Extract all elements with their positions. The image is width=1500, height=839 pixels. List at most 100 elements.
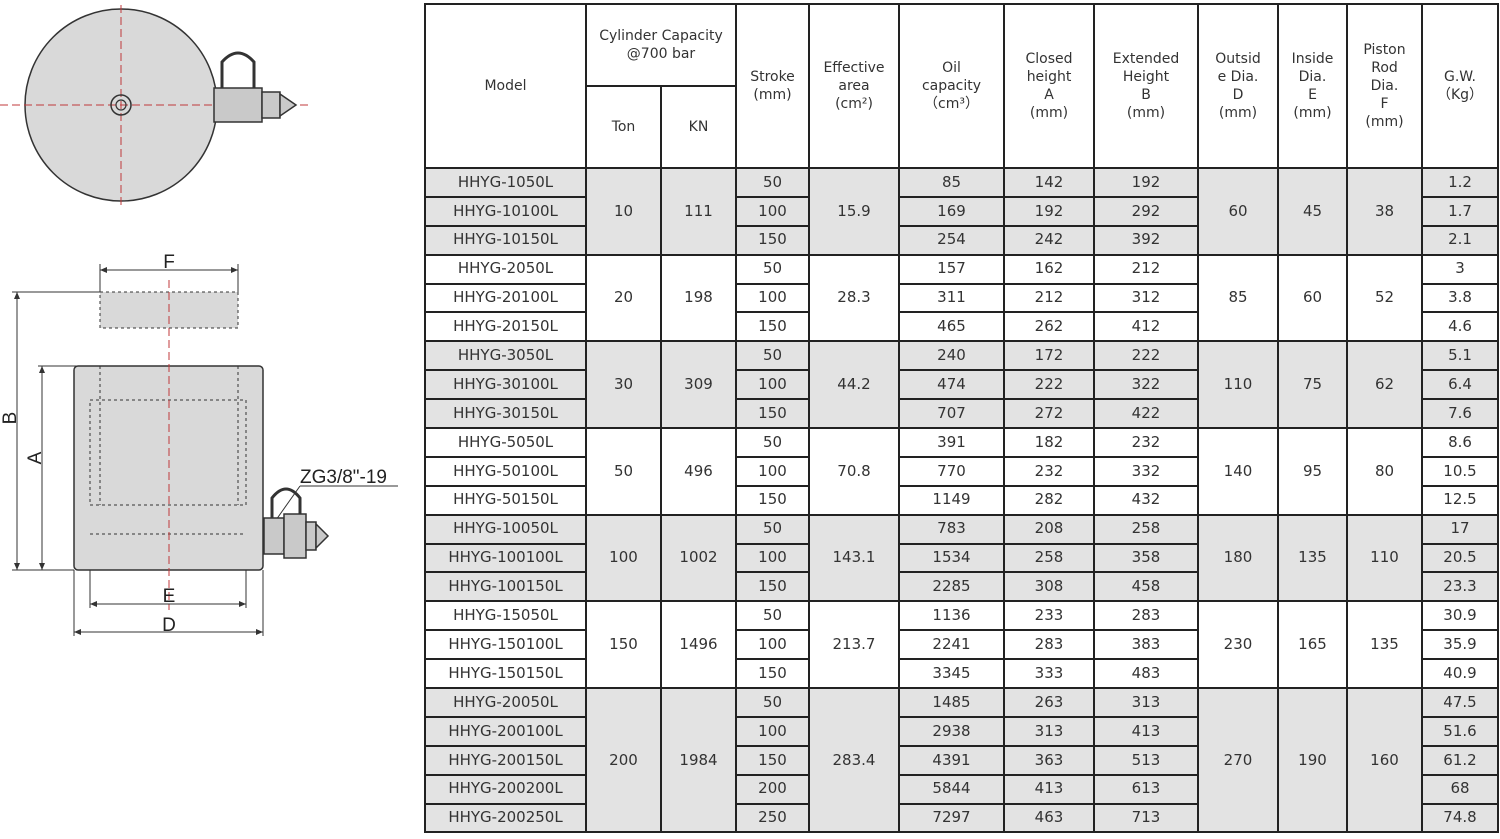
table-row: HHYG-30150L 150 707 272 422 7.6: [424, 398, 1499, 430]
table-row: HHYG-200150L 150 4391 363 513 61.2: [424, 744, 1499, 776]
cell-oil-capacity: 85: [898, 167, 1005, 198]
cell-inside-dia: 135: [1277, 513, 1348, 603]
header-model: Model: [424, 3, 587, 169]
cell-gross-weight: 7.6: [1421, 398, 1499, 430]
cell-model: HHYG-10150L: [424, 224, 587, 256]
cell-outside-dia: 140: [1197, 427, 1279, 516]
cell-model: HHYG-50100L: [424, 455, 587, 487]
cell-closed-height: 363: [1003, 744, 1095, 776]
cell-closed-height: 463: [1003, 802, 1095, 834]
cell-oil-capacity: 770: [898, 455, 1005, 487]
cell-extended-height: 422: [1093, 398, 1199, 430]
dimension-label-f: F: [163, 252, 175, 273]
cell-extended-height: 358: [1093, 542, 1199, 574]
cell-oil-capacity: 7297: [898, 802, 1005, 834]
cell-extended-height: 332: [1093, 455, 1199, 487]
cell-oil-capacity: 240: [898, 340, 1005, 372]
cell-closed-height: 283: [1003, 629, 1095, 661]
cell-piston-rod-dia: 160: [1346, 687, 1423, 834]
cell-oil-capacity: 1149: [898, 484, 1005, 516]
cell-oil-capacity: 707: [898, 398, 1005, 430]
cell-kn: 1002: [660, 513, 737, 603]
cell-gross-weight: 30.9: [1421, 600, 1499, 632]
cell-closed-height: 272: [1003, 398, 1095, 430]
cylinder-technical-drawing: F B A E D ZG3/8"-19: [0, 5, 398, 636]
cell-model: HHYG-30100L: [424, 369, 587, 401]
cell-inside-dia: 165: [1277, 600, 1348, 690]
cell-outside-dia: 180: [1197, 513, 1279, 603]
cell-gross-weight: 47.5: [1421, 687, 1499, 718]
cell-inside-dia: 75: [1277, 340, 1348, 430]
cell-gross-weight: 3: [1421, 253, 1499, 285]
cell-oil-capacity: 1534: [898, 542, 1005, 574]
cell-stroke: 100: [735, 455, 810, 487]
cell-gross-weight: 20.5: [1421, 542, 1499, 574]
cell-model: HHYG-100150L: [424, 571, 587, 603]
table-row: HHYG-20050L 200 1984 50 283.4 1485 263 313 270 19…: [424, 687, 1499, 834]
table-row: HHYG-200100L 100 2938 313 413 51.6: [424, 715, 1499, 747]
cell-piston-rod-dia: 52: [1346, 253, 1423, 343]
cell-extended-height: 412: [1093, 311, 1199, 343]
cell-gross-weight: 12.5: [1421, 484, 1499, 516]
table-row: HHYG-2050L 20 198 50 28.3 157 162 212 85 60 52 3: [424, 253, 1499, 343]
cell-closed-height: 172: [1003, 340, 1095, 372]
cell-extended-height: 613: [1093, 773, 1199, 805]
cell-stroke: 50: [735, 167, 810, 198]
cell-gross-weight: 35.9: [1421, 629, 1499, 661]
cell-model: HHYG-200150L: [424, 744, 587, 776]
hydraulic-coupler-side: [263, 487, 330, 559]
cell-extended-height: 283: [1093, 600, 1199, 632]
cell-effective-area: 44.2: [808, 340, 900, 430]
header-inside-dia: Inside Dia. E (mm): [1277, 3, 1348, 169]
cell-gross-weight: 5.1: [1421, 340, 1499, 372]
dimension-label-d: D: [162, 615, 176, 636]
cell-stroke: 50: [735, 427, 810, 458]
cell-ton: 100: [585, 513, 662, 603]
cell-closed-height: 263: [1003, 687, 1095, 718]
cell-ton: 150: [585, 600, 662, 690]
port-thread-label: ZG3/8"-19: [300, 467, 387, 488]
cell-stroke: 100: [735, 369, 810, 401]
cell-model: HHYG-100100L: [424, 542, 587, 574]
cell-effective-area: 213.7: [808, 600, 900, 690]
cell-closed-height: 182: [1003, 427, 1095, 458]
cell-stroke: 50: [735, 513, 810, 545]
cell-stroke: 50: [735, 340, 810, 372]
table-row: HHYG-10150L 150 254 242 392 2.1: [424, 224, 1499, 256]
cell-stroke: 250: [735, 802, 810, 834]
cell-closed-height: 308: [1003, 571, 1095, 603]
cell-gross-weight: 6.4: [1421, 369, 1499, 401]
cell-ton: 30: [585, 340, 662, 430]
cell-stroke: 150: [735, 224, 810, 256]
table-row: HHYG-50150L 150 1149 282 432 12.5: [424, 484, 1499, 516]
cell-extended-height: 222: [1093, 340, 1199, 372]
cell-oil-capacity: 2285: [898, 571, 1005, 603]
cell-model: HHYG-15050L: [424, 600, 587, 632]
cell-gross-weight: 51.6: [1421, 715, 1499, 747]
cell-oil-capacity: 783: [898, 513, 1005, 545]
table-row: HHYG-100100L 100 1534 258 358 20.5: [424, 542, 1499, 574]
cell-oil-capacity: 169: [898, 195, 1005, 227]
cell-model: HHYG-10100L: [424, 195, 587, 227]
cell-model: HHYG-20150L: [424, 311, 587, 343]
dimension-label-e: E: [163, 586, 176, 607]
cell-stroke: 100: [735, 195, 810, 227]
table-row: HHYG-150150L 150 3345 333 483 40.9: [424, 658, 1499, 690]
side-view: F B A E D ZG3/8"-19: [0, 252, 398, 636]
cell-stroke: 100: [735, 629, 810, 661]
cell-inside-dia: 45: [1277, 167, 1348, 256]
table-row: HHYG-15050L 150 1496 50 213.7 1136 233 283 230 16…: [424, 600, 1499, 690]
table-row: HHYG-10100L 100 169 192 292 1.7: [424, 195, 1499, 227]
cell-extended-height: 513: [1093, 744, 1199, 776]
cell-outside-dia: 110: [1197, 340, 1279, 430]
cell-inside-dia: 60: [1277, 253, 1348, 343]
cell-model: HHYG-200250L: [424, 802, 587, 834]
cell-model: HHYG-3050L: [424, 340, 587, 372]
cell-extended-height: 258: [1093, 513, 1199, 545]
cell-gross-weight: 68: [1421, 773, 1499, 805]
table-row: HHYG-150100L 100 2241 283 383 35.9: [424, 629, 1499, 661]
header-gross-weight: G.W. （Kg）: [1421, 3, 1499, 169]
cell-closed-height: 313: [1003, 715, 1095, 747]
table-row: HHYG-200200L 200 5844 413 613 68: [424, 773, 1499, 805]
table-row: HHYG-5050L 50 496 50 70.8 391 182 232 140 95 80 8.6: [424, 427, 1499, 516]
